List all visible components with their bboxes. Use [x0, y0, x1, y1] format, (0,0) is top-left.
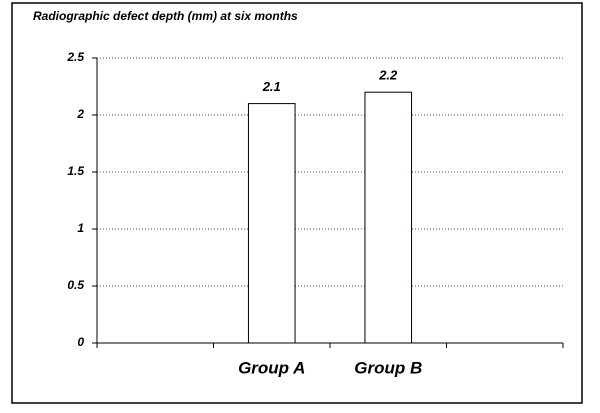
- data-label: 2.1: [262, 79, 281, 94]
- bar: [364, 91, 413, 344]
- y-tick-label: 1.5: [67, 164, 84, 178]
- y-tick-label: 2: [76, 107, 84, 121]
- y-tick-label: 2.5: [66, 50, 84, 64]
- chart-title: Radiographic defect depth (mm) at six mo…: [33, 9, 298, 23]
- y-tick-label: 1: [77, 221, 84, 235]
- x-tick-label: Group A: [238, 358, 305, 377]
- bar: [247, 103, 296, 344]
- chart-frame: [11, 2, 583, 404]
- x-tick-label: Group B: [354, 358, 422, 377]
- y-tick-label: 0.5: [67, 278, 84, 292]
- data-label: 2.2: [378, 68, 398, 83]
- y-tick-label: 0: [77, 335, 84, 349]
